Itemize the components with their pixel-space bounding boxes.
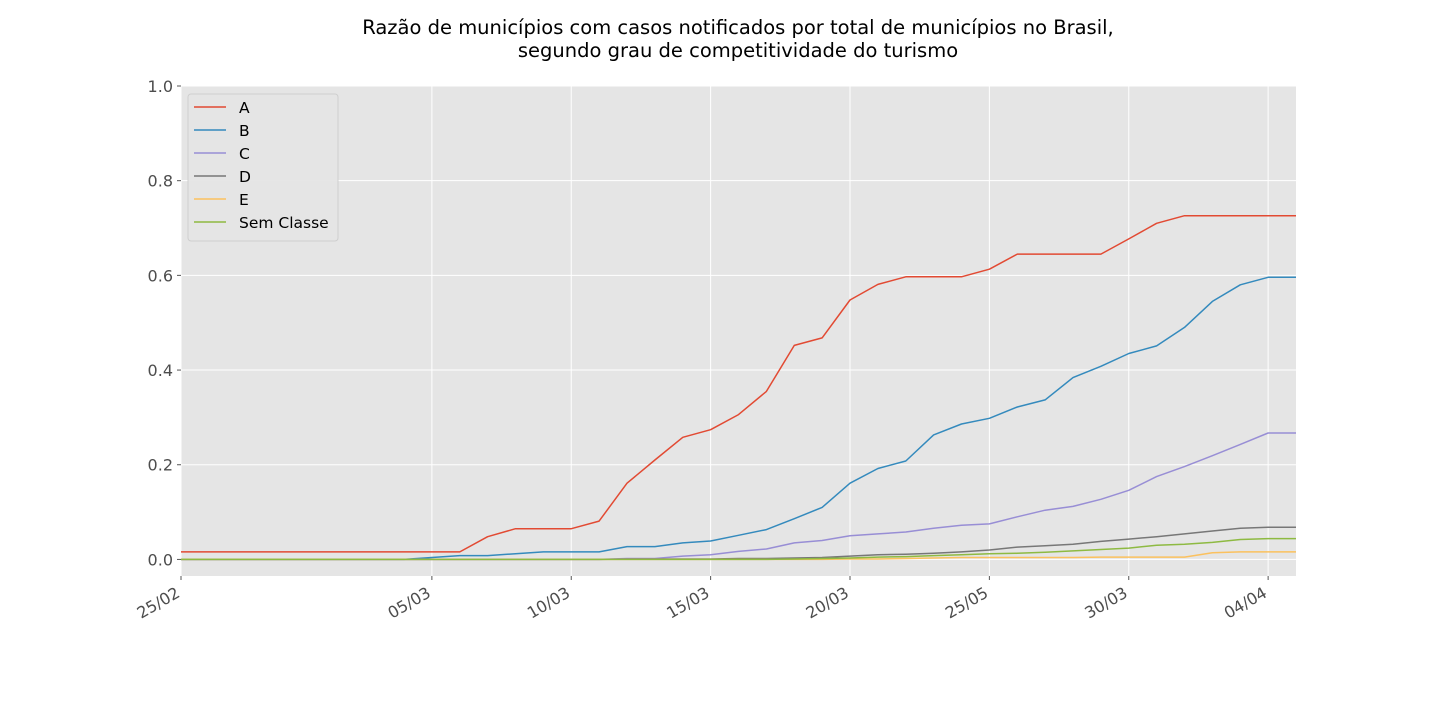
legend-label: D bbox=[239, 168, 251, 186]
x-tick-label: 25/02 bbox=[134, 583, 183, 623]
legend-label: C bbox=[239, 145, 250, 163]
x-tick-label: 05/03 bbox=[384, 583, 433, 623]
series-line-a bbox=[181, 214, 1296, 553]
y-tick-label: 0.6 bbox=[148, 266, 173, 285]
x-axis: 25/02 05/03 10/03 15/03 20/03 25/05 30/03 04/04 bbox=[134, 576, 1270, 623]
chart-subtitle: segundo grau de competitividade do turis… bbox=[517, 39, 959, 62]
y-tick-label: 1.0 bbox=[148, 77, 173, 96]
series-line-sem-classe bbox=[181, 537, 1296, 561]
x-tick-label: 04/04 bbox=[1221, 583, 1270, 623]
x-tick-label: 15/03 bbox=[663, 583, 712, 623]
y-tick-label: 0.0 bbox=[148, 550, 173, 569]
y-axis: 0.0 0.2 0.4 0.6 0.8 1.0 bbox=[148, 77, 181, 569]
legend-label: E bbox=[239, 191, 249, 209]
legend-label: Sem Classe bbox=[239, 214, 329, 232]
x-tick-label: 20/03 bbox=[803, 583, 852, 623]
x-tick-label: 10/03 bbox=[524, 583, 573, 623]
y-tick-label: 0.4 bbox=[148, 361, 173, 380]
y-tick-label: 0.2 bbox=[148, 456, 173, 475]
legend-label: B bbox=[239, 122, 250, 140]
x-tick-label: 30/03 bbox=[1081, 583, 1130, 623]
x-tick-label: 25/05 bbox=[942, 583, 991, 623]
chart-title: Razão de municípios com casos notificado… bbox=[0, 16, 1440, 62]
y-tick-label: 0.8 bbox=[148, 172, 173, 191]
chart-title-line-1: Razão de municípios com casos notificado… bbox=[362, 16, 1114, 39]
series-lines bbox=[181, 214, 1296, 561]
plot-area bbox=[181, 86, 1296, 576]
legend-label: A bbox=[239, 99, 250, 117]
